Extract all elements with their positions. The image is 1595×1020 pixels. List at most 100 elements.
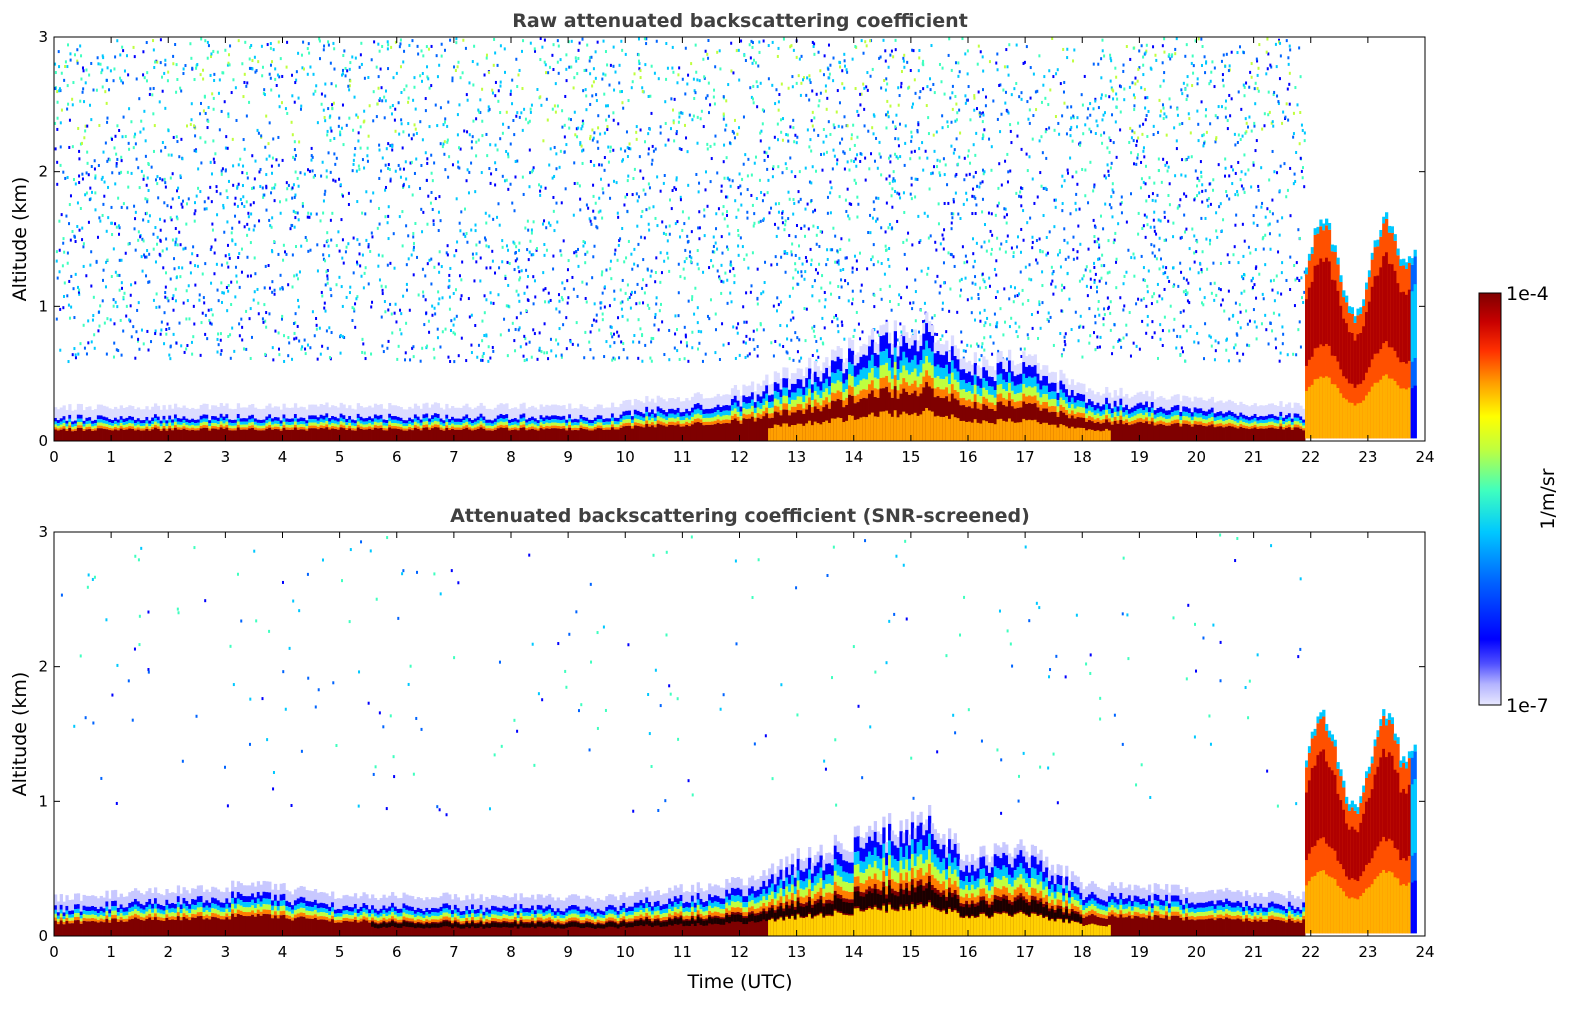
noise-cell xyxy=(1159,114,1162,118)
noise-cell xyxy=(482,352,485,356)
noise-cell xyxy=(387,214,390,218)
layer-cell xyxy=(125,429,129,441)
noise-cell xyxy=(1145,331,1148,335)
layer-cell xyxy=(93,425,98,429)
noise-cell xyxy=(194,209,197,213)
noise-cell xyxy=(1295,353,1298,357)
noise-cell xyxy=(417,52,420,56)
noise-cell xyxy=(201,272,204,276)
noise-cell xyxy=(487,109,490,113)
layer-cell xyxy=(85,421,89,425)
noise-cell xyxy=(823,290,826,294)
noise-cell xyxy=(829,132,832,136)
noise-cell xyxy=(949,96,952,100)
noise-cell xyxy=(826,248,829,252)
noise-cell xyxy=(210,55,213,59)
noise-cell xyxy=(287,283,290,287)
noise-cell xyxy=(135,157,138,161)
noise-cell xyxy=(171,297,174,301)
noise-cell xyxy=(781,171,784,175)
noise-cell xyxy=(927,132,930,136)
noise-cell xyxy=(1137,297,1140,301)
noise-cell xyxy=(440,265,443,269)
noise-cell xyxy=(885,201,888,205)
noise-cell xyxy=(222,203,225,207)
noise-cell xyxy=(865,85,868,89)
noise-cell xyxy=(838,195,841,199)
noise-cell xyxy=(1158,248,1161,252)
noise-cell xyxy=(558,165,561,169)
noise-cell xyxy=(887,156,890,160)
noise-cell xyxy=(354,302,357,306)
noise-cell xyxy=(326,231,329,235)
noise-cell xyxy=(866,267,869,271)
noise-cell xyxy=(836,324,839,328)
noise-cell xyxy=(1077,339,1080,343)
noise-cell xyxy=(207,119,210,123)
noise-cell xyxy=(1106,163,1109,167)
noise-cell xyxy=(293,225,296,229)
noise-cell xyxy=(354,147,357,151)
noise-cell xyxy=(583,356,586,360)
noise-cell xyxy=(481,358,484,362)
noise-cell xyxy=(911,307,914,311)
noise-cell xyxy=(246,81,249,85)
noise-cell xyxy=(847,282,850,286)
noise-cell xyxy=(988,284,991,288)
noise-cell xyxy=(1201,45,1204,49)
noise-cell xyxy=(457,354,460,358)
noise-cell xyxy=(999,307,1002,311)
noise-cell xyxy=(990,212,993,216)
noise-cell xyxy=(957,212,960,216)
noise-cell xyxy=(761,108,764,112)
noise-cell xyxy=(802,76,805,80)
noise-cell xyxy=(598,196,601,200)
noise-cell xyxy=(71,145,74,149)
noise-cell xyxy=(1234,343,1237,347)
noise-cell xyxy=(553,229,556,233)
noise-cell xyxy=(498,223,501,227)
noise-cell xyxy=(914,290,917,294)
noise-cell xyxy=(507,152,510,156)
noise-cell xyxy=(244,40,247,44)
noise-cell xyxy=(1010,246,1013,250)
noise-cell xyxy=(1160,180,1163,184)
noise-cell xyxy=(1166,275,1169,279)
noise-cell xyxy=(1022,61,1025,65)
noise-cell xyxy=(509,92,512,96)
noise-cell xyxy=(319,219,322,223)
layer-cell xyxy=(91,420,95,424)
noise-cell xyxy=(1125,323,1128,327)
noise-cell xyxy=(648,127,651,131)
noise-cell xyxy=(67,360,70,364)
noise-cell xyxy=(650,359,653,363)
noise-cell xyxy=(167,129,170,133)
noise-cell xyxy=(266,43,269,47)
noise-cell xyxy=(1197,139,1200,143)
noise-cell xyxy=(1251,286,1254,290)
noise-cell xyxy=(770,206,773,210)
noise-cell xyxy=(594,76,597,80)
noise-cell xyxy=(671,66,674,70)
noise-cell xyxy=(199,136,202,140)
noise-cell xyxy=(199,101,202,105)
layer-cell xyxy=(111,419,115,424)
noise-cell xyxy=(612,356,615,360)
noise-cell xyxy=(1278,233,1281,237)
noise-cell xyxy=(665,42,668,46)
noise-cell xyxy=(347,84,350,88)
noise-cell xyxy=(791,310,794,314)
noise-cell xyxy=(759,139,762,143)
noise-cell xyxy=(219,352,222,356)
noise-cell xyxy=(1016,245,1019,249)
noise-cell xyxy=(253,177,256,181)
noise-cell xyxy=(859,159,862,163)
noise-cell xyxy=(1189,267,1192,271)
noise-cell xyxy=(752,58,755,62)
noise-cell xyxy=(599,209,602,213)
noise-cell xyxy=(1123,304,1126,308)
noise-cell xyxy=(1162,106,1165,110)
noise-cell xyxy=(553,104,556,108)
noise-cell xyxy=(318,37,321,41)
noise-cell xyxy=(1110,86,1113,90)
